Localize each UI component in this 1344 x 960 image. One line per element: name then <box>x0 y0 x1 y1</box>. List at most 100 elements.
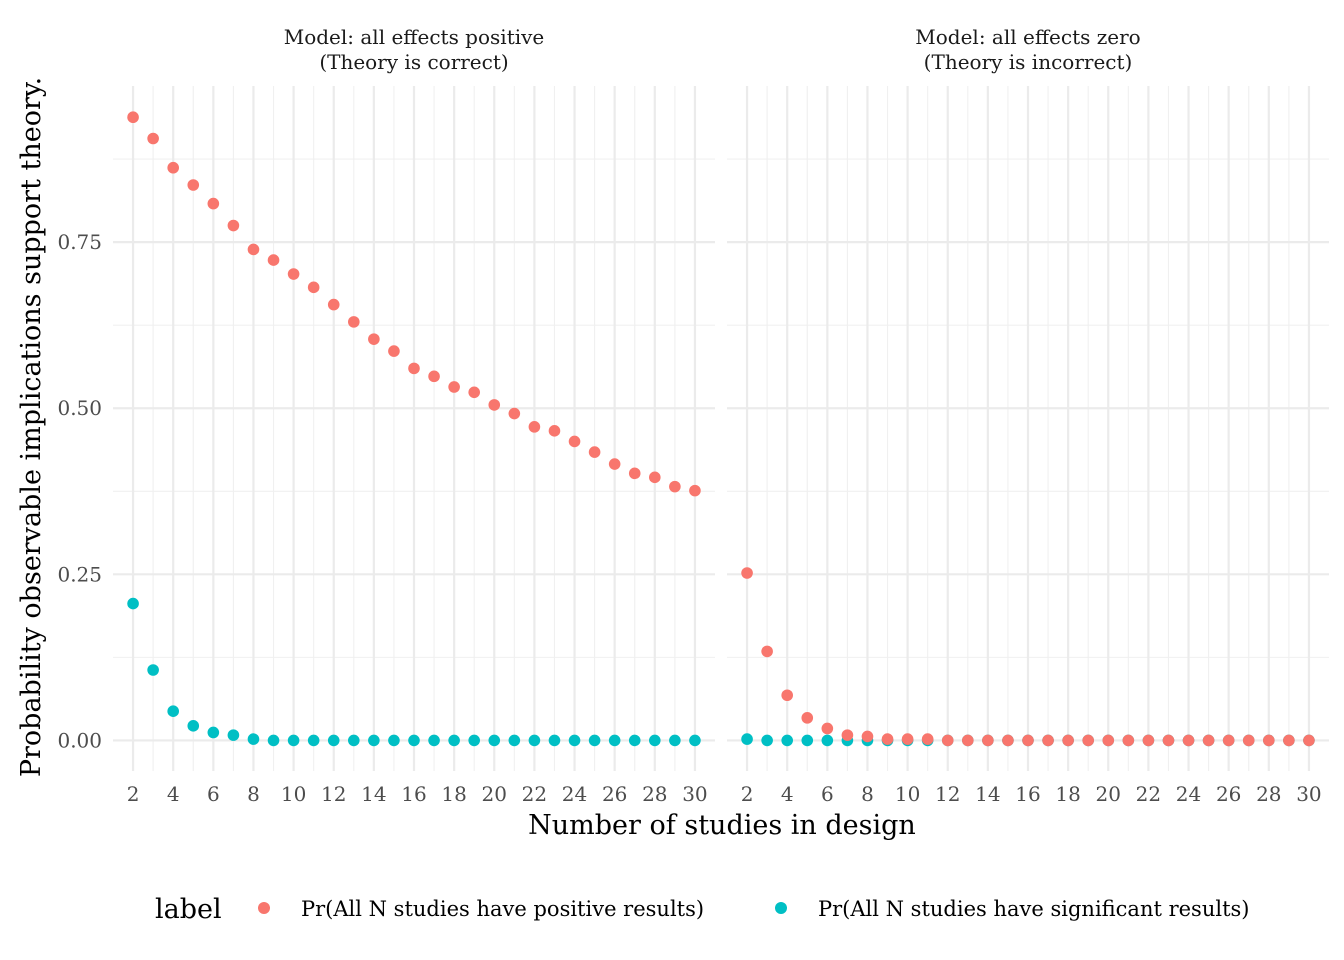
point-significant <box>689 734 701 747</box>
point-positive <box>608 458 621 470</box>
y-tick-label: 0.25 <box>57 562 102 586</box>
x-tick-label: 28 <box>642 782 667 806</box>
point-positive <box>741 567 753 579</box>
point-significant <box>127 597 139 610</box>
x-tick-label: 12 <box>935 782 960 806</box>
point-positive <box>982 734 994 747</box>
point-positive <box>448 381 460 393</box>
x-tick-label: 26 <box>602 782 627 806</box>
point-positive <box>781 689 793 702</box>
x-tick-label: 24 <box>562 782 587 806</box>
x-tick-label: 28 <box>1256 782 1281 806</box>
point-positive <box>1303 734 1315 747</box>
point-positive <box>628 467 641 480</box>
x-tick-label: 6 <box>207 782 220 806</box>
point-significant <box>801 734 814 747</box>
legend-key-positive <box>258 902 270 914</box>
point-positive <box>187 179 200 191</box>
point-positive <box>147 132 159 145</box>
legend: label Pr(All N studies have positive res… <box>155 894 1249 925</box>
x-tick-label: 10 <box>895 782 920 806</box>
x-tick-label: 14 <box>361 782 386 806</box>
y-tick-label: 0.50 <box>57 396 102 420</box>
point-positive <box>267 254 280 266</box>
point-positive <box>1142 734 1155 747</box>
point-positive <box>207 197 220 210</box>
point-positive <box>841 729 854 741</box>
point-significant <box>508 734 521 747</box>
point-significant <box>548 734 561 747</box>
point-positive <box>941 734 954 747</box>
x-tick-label: 12 <box>321 782 346 806</box>
point-positive <box>1182 734 1195 747</box>
point-positive <box>821 722 834 735</box>
point-positive <box>368 333 380 345</box>
point-significant <box>488 734 501 747</box>
point-significant <box>408 734 420 747</box>
point-positive <box>1002 734 1014 747</box>
panel-2: Model: all effects zero(Theory is incorr… <box>727 25 1329 806</box>
x-tick-label: 16 <box>401 782 426 806</box>
point-positive <box>127 111 139 124</box>
point-significant <box>227 729 240 741</box>
x-tick-label: 2 <box>127 782 140 806</box>
point-significant <box>147 664 159 676</box>
point-significant <box>741 733 753 745</box>
point-positive <box>1283 734 1295 747</box>
legend-label-significant: Pr(All N studies have significant result… <box>818 897 1249 921</box>
point-significant <box>649 734 661 747</box>
point-significant <box>207 726 220 739</box>
x-tick-label: 20 <box>482 782 507 806</box>
point-significant <box>628 734 641 747</box>
point-significant <box>468 734 481 747</box>
point-positive <box>468 386 481 399</box>
x-tick-label: 22 <box>522 782 547 806</box>
point-positive <box>348 316 360 328</box>
point-significant <box>448 734 460 747</box>
x-tick-label: 2 <box>741 782 754 806</box>
point-positive <box>307 281 320 294</box>
x-tick-label: 30 <box>1296 782 1321 806</box>
point-positive <box>167 161 179 174</box>
panel-title-line2: (Theory is incorrect) <box>924 50 1133 74</box>
point-positive <box>962 734 974 747</box>
x-tick-label: 16 <box>1015 782 1040 806</box>
x-tick-label: 30 <box>682 782 707 806</box>
point-significant <box>267 734 280 747</box>
point-positive <box>327 298 340 311</box>
point-significant <box>669 734 681 747</box>
x-tick-label: 14 <box>975 782 1000 806</box>
point-significant <box>348 734 360 747</box>
point-positive <box>428 370 440 383</box>
panel-title-line2: (Theory is correct) <box>319 50 508 74</box>
point-positive <box>1102 734 1115 747</box>
x-tick-label: 24 <box>1176 782 1201 806</box>
point-significant <box>608 734 621 747</box>
point-significant <box>327 734 340 747</box>
point-positive <box>1162 734 1175 747</box>
point-positive <box>689 484 701 497</box>
y-tick-label: 0.00 <box>57 728 102 752</box>
point-positive <box>287 268 300 280</box>
point-positive <box>508 407 521 420</box>
x-tick-label: 8 <box>247 782 260 806</box>
x-tick-label: 18 <box>441 782 466 806</box>
x-axis-title: Number of studies in design <box>528 810 916 841</box>
point-positive <box>649 471 661 484</box>
point-positive <box>1042 734 1054 747</box>
legend-key-significant <box>775 902 787 914</box>
panel-1: Model: all effects positive(Theory is co… <box>57 25 715 806</box>
legend-title: label <box>155 894 222 925</box>
point-significant <box>588 734 601 747</box>
point-positive <box>247 243 260 256</box>
point-positive <box>388 345 400 357</box>
point-significant <box>187 720 200 732</box>
x-tick-label: 20 <box>1096 782 1121 806</box>
x-tick-label: 10 <box>281 782 306 806</box>
point-positive <box>761 645 773 658</box>
point-significant <box>388 734 400 747</box>
point-significant <box>781 734 793 747</box>
point-significant <box>528 734 541 747</box>
panel-title-line1: Model: all effects positive <box>284 25 545 49</box>
point-significant <box>761 734 773 747</box>
